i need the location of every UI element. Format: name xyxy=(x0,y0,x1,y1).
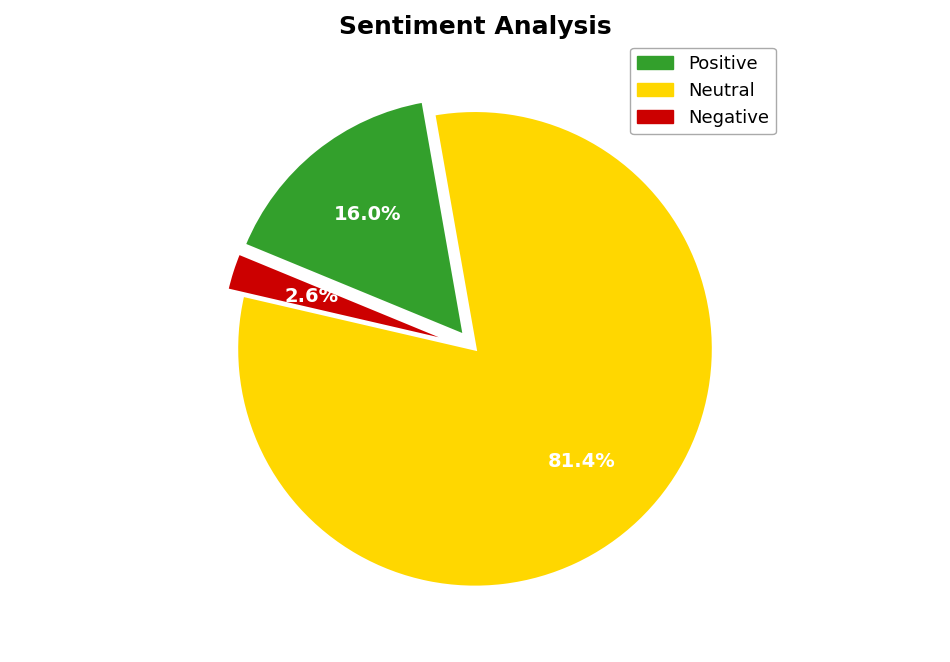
Text: 81.4%: 81.4% xyxy=(548,452,616,471)
Wedge shape xyxy=(237,111,713,587)
Legend: Positive, Neutral, Negative: Positive, Neutral, Negative xyxy=(630,48,776,134)
Text: 16.0%: 16.0% xyxy=(333,205,401,224)
Wedge shape xyxy=(244,101,465,336)
Text: 2.6%: 2.6% xyxy=(284,287,338,306)
Title: Sentiment Analysis: Sentiment Analysis xyxy=(339,15,611,39)
Wedge shape xyxy=(227,253,459,344)
